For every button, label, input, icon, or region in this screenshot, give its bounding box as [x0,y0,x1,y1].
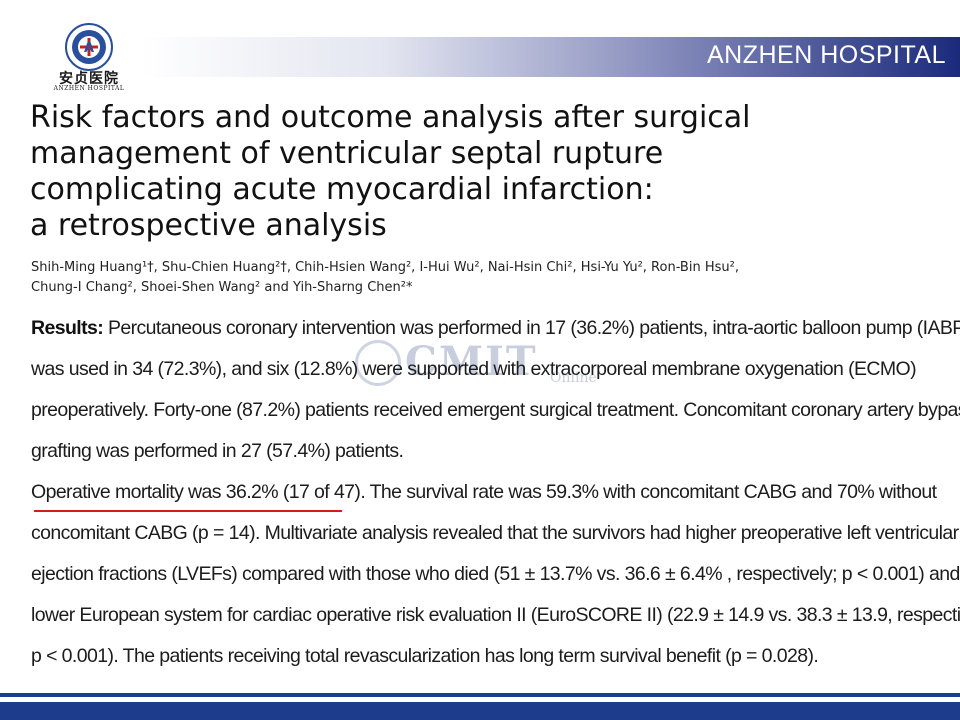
results-line: preoperatively. Forty-one (87.2%) patien… [31,399,960,421]
hospital-logo: A 安贞医院 ANZHEN HOSPITAL [44,22,134,94]
watermark-subtext: Online [550,370,597,386]
logo-chinese-name: 安贞医院 [59,71,119,87]
title-line: a retrospective analysis [30,208,387,243]
paper-title: Risk factors and outcome analysis after … [30,100,940,244]
results-line: Results: Percutaneous coronary intervent… [31,308,960,349]
logo-english-name: ANZHEN HOSPITAL [53,85,125,92]
results-paragraph: Results: Percutaneous coronary intervent… [31,308,960,677]
results-line: grafting was performed in 27 (57.4%) pat… [31,440,404,462]
watermark-globe-icon [355,340,401,386]
results-line: concomitant CABG (p = 14). Multivariate … [31,522,959,544]
title-line: complicating acute myocardial infarction… [30,172,654,207]
results-line-highlighted: Operative mortality was 36.2% (17 of 47)… [31,481,937,503]
author-line: Chung-I Chang², Shoei-Shen Wang² and Yih… [31,280,413,295]
results-line: lower European system for cardiac operat… [31,604,960,626]
header-band: ANZHEN HOSPITAL [140,37,960,77]
footer-rule [0,693,960,697]
hospital-name: ANZHEN HOSPITAL [706,41,946,69]
emblem-letter: A [84,41,94,56]
title-line: Risk factors and outcome analysis after … [30,100,751,135]
red-underline-highlight [34,510,342,512]
watermark: CMIT Online [355,338,615,390]
results-line: was used in 34 (72.3%), and six (12.8%) … [31,358,917,380]
results-text: Percutaneous coronary intervention was p… [103,317,960,339]
results-line: p < 0.001). The patients receiving total… [31,645,819,667]
results-label: Results: [31,317,104,339]
author-line: Shih-Ming Huang¹†, Shu-Chien Huang²†, Ch… [31,260,739,275]
watermark-text: CMIT [405,338,538,385]
footer-bar [0,702,960,720]
hospital-emblem-icon: A [65,23,113,71]
results-line: ejection fractions (LVEFs) compared with… [31,563,960,585]
author-list: Shih-Ming Huang¹†, Shu-Chien Huang²†, Ch… [31,258,936,298]
title-line: management of ventricular septal rupture [30,136,664,171]
